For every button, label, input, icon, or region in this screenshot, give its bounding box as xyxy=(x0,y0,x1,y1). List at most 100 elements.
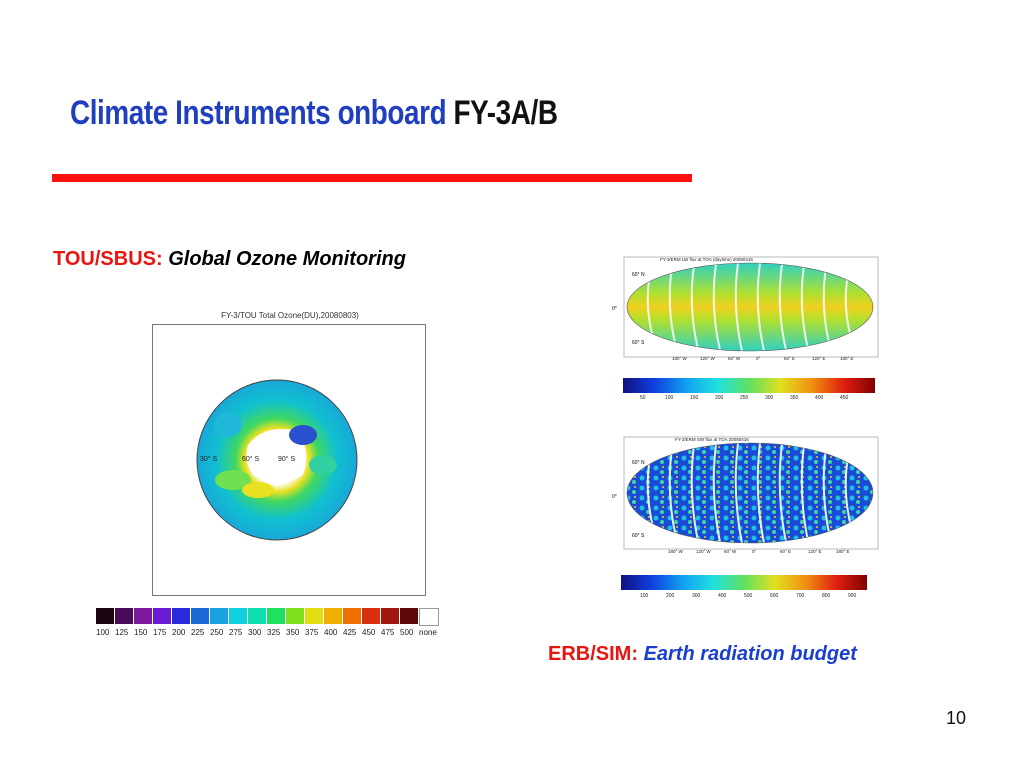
ozone-colorbar-label: 300 xyxy=(248,628,262,637)
ozone-colorbar-label: 500 xyxy=(400,628,414,637)
sw-lat-0: 0° xyxy=(612,494,617,500)
page-number: 10 xyxy=(945,708,966,728)
ozone-colorbar-cell xyxy=(172,608,191,624)
ozone-colorbar-label: 400 xyxy=(324,628,338,637)
sw-lon-label: 180° W xyxy=(668,549,683,554)
sw-colorbar-labels: 100 200 300 400 500 600 700 800 900 xyxy=(640,593,874,599)
ozone-colorbar-cell xyxy=(115,608,134,624)
ozone-colorbar-label: 250 xyxy=(210,628,224,637)
ozone-colorbar-label: 175 xyxy=(153,628,167,637)
tou-prefix: TOU/SBUS: xyxy=(53,248,163,270)
sw-colorbar-label: 300 xyxy=(692,593,701,599)
ozone-colorbar-cell xyxy=(229,608,248,624)
lw-lon-label: 180° W xyxy=(672,356,687,361)
lw-lon-label: 60° E xyxy=(784,356,796,361)
lw-colorbar-label: 250 xyxy=(740,395,749,401)
lw-map-title: FY-3/ERM LW flux at TOA (daytime) 200804… xyxy=(660,257,753,262)
tou-description: Global Ozone Monitoring xyxy=(168,248,406,270)
lw-flux-map xyxy=(623,256,879,358)
lw-lon-label: 60° W xyxy=(728,356,741,361)
ozone-colorbar-cell xyxy=(381,608,400,624)
sw-lat-60n: 60° N xyxy=(632,460,645,466)
sw-colorbar-label: 600 xyxy=(770,593,779,599)
ozone-colorbar-cell xyxy=(343,608,362,624)
sw-colorbar-label: 100 xyxy=(640,593,649,599)
lw-colorbar-label: 50 xyxy=(640,395,646,401)
sw-colorbar-label: 500 xyxy=(744,593,753,599)
ozone-colorbar-label: none xyxy=(419,628,437,637)
sw-colorbar-label: 700 xyxy=(796,593,805,599)
ozone-plot-title: FY-3/TOU Total Ozone(DU),20080803) xyxy=(221,311,359,320)
ozone-colorbar-label: 200 xyxy=(172,628,186,637)
lw-lat-0: 0° xyxy=(612,306,617,312)
lw-colorbar xyxy=(623,378,875,393)
sw-lon-label: 0° xyxy=(752,549,757,554)
ozone-colorbar-label: 325 xyxy=(267,628,281,637)
ozone-colorbar-cell xyxy=(362,608,381,624)
ozone-colorbar-label: 100 xyxy=(96,628,110,637)
ozone-colorbar-cell xyxy=(419,608,439,626)
ozone-colorbar-cell xyxy=(153,608,172,624)
lw-colorbar-label: 350 xyxy=(790,395,799,401)
erb-caption: ERB/SIM: Earth radiation budget xyxy=(548,643,857,666)
lw-lat-60s: 60° S xyxy=(632,340,645,346)
ozone-lat-label-30: 30° S xyxy=(200,456,218,463)
ozone-colorbar-label: 475 xyxy=(381,628,395,637)
ozone-colorbar-cell xyxy=(191,608,210,624)
ozone-polar-map xyxy=(196,379,358,541)
lw-lon-labels: 180° W 120° W 60° W 0° 60° E 120° E 180° E xyxy=(672,356,860,361)
ozone-colorbar-label: 350 xyxy=(286,628,300,637)
sw-lon-label: 60° E xyxy=(780,549,792,554)
ozone-colorbar-label: 375 xyxy=(305,628,319,637)
sw-lon-label: 120° W xyxy=(696,549,711,554)
ozone-plot-frame xyxy=(152,324,426,596)
erb-description: Earth radiation budget xyxy=(643,643,857,665)
slide-title-highlight: FY-3A/B xyxy=(453,94,558,132)
sw-colorbar-label: 900 xyxy=(848,593,857,599)
ozone-colorbar-cell xyxy=(267,608,286,624)
title-underline-bar xyxy=(52,174,692,182)
ozone-colorbar-label: 275 xyxy=(229,628,243,637)
lw-lon-label: 180° E xyxy=(840,356,854,361)
sw-colorbar-label: 200 xyxy=(666,593,675,599)
sw-lon-label: 120° E xyxy=(808,549,822,554)
sw-flux-map xyxy=(623,436,879,550)
lw-colorbar-label: 300 xyxy=(765,395,774,401)
lw-colorbar-label: 150 xyxy=(690,395,699,401)
lw-colorbar-label: 100 xyxy=(665,395,674,401)
sw-lat-60s: 60° S xyxy=(632,533,645,539)
lw-lat-60n: 60° N xyxy=(632,272,645,278)
ozone-colorbar-cell xyxy=(134,608,153,624)
tou-caption: TOU/SBUS: Global Ozone Monitoring xyxy=(53,248,406,271)
ozone-colorbar-label: 425 xyxy=(343,628,357,637)
ozone-colorbar-cell xyxy=(305,608,324,624)
lw-colorbar-label: 200 xyxy=(715,395,724,401)
sw-colorbar-label: 400 xyxy=(718,593,727,599)
slide-title-main: Climate Instruments onboard xyxy=(70,94,454,132)
ozone-colorbar-label: 150 xyxy=(134,628,148,637)
sw-lon-labels: 180° W 120° W 60° W 0° 60° E 120° E 180° E xyxy=(668,549,856,554)
lw-lon-label: 0° xyxy=(756,356,761,361)
lw-lon-label: 120° W xyxy=(700,356,715,361)
ozone-colorbar-cell xyxy=(210,608,229,624)
ozone-colorbar-cell xyxy=(96,608,115,624)
ozone-colorbar-cell xyxy=(286,608,305,624)
ozone-lat-label-60: 60° S xyxy=(242,456,260,463)
lw-colorbar-label: 400 xyxy=(815,395,824,401)
sw-lon-label: 60° W xyxy=(724,549,737,554)
ozone-colorbar-label: 225 xyxy=(191,628,205,637)
sw-colorbar-label: 800 xyxy=(822,593,831,599)
lw-colorbar-labels: 50 100 150 200 250 300 350 400 450 xyxy=(640,395,865,401)
sw-colorbar xyxy=(621,575,867,590)
slide-title: Climate Instruments onboard FY-3A/B xyxy=(70,94,558,133)
ozone-colorbar-cell xyxy=(248,608,267,624)
lw-lon-label: 120° E xyxy=(812,356,826,361)
sw-map-title: FY-3/ERM SW flux at TOA 20080416 xyxy=(675,437,749,442)
erb-prefix: ERB/SIM: xyxy=(548,643,638,665)
ozone-colorbar-cell xyxy=(400,608,419,624)
ozone-colorbar-cell xyxy=(324,608,343,624)
sw-lon-label: 180° E xyxy=(836,549,850,554)
ozone-colorbar: 100 125 150 175 200 225 250 275 300 325 350 375 400 4… xyxy=(96,608,439,637)
lw-colorbar-label: 450 xyxy=(840,395,849,401)
ozone-colorbar-label: 125 xyxy=(115,628,129,637)
